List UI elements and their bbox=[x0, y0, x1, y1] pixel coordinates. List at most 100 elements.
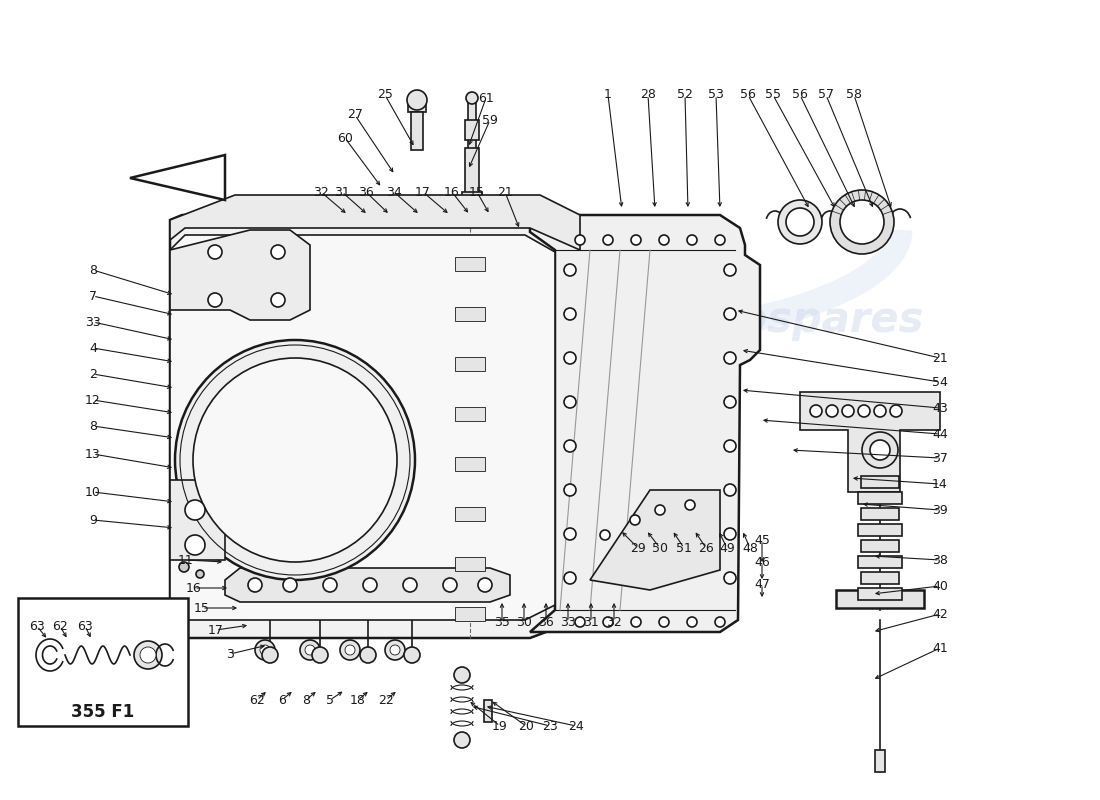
Circle shape bbox=[564, 308, 576, 320]
Bar bbox=[455, 457, 485, 471]
Text: 31: 31 bbox=[334, 186, 350, 198]
Circle shape bbox=[724, 484, 736, 496]
Bar bbox=[858, 524, 902, 536]
Circle shape bbox=[688, 617, 697, 627]
Bar bbox=[455, 507, 485, 521]
Polygon shape bbox=[170, 215, 580, 638]
Text: eurospares: eurospares bbox=[176, 299, 440, 341]
Text: 55: 55 bbox=[764, 89, 781, 102]
Circle shape bbox=[208, 245, 222, 259]
Text: 17: 17 bbox=[415, 186, 431, 198]
Circle shape bbox=[564, 440, 576, 452]
Bar bbox=[170, 480, 226, 560]
Circle shape bbox=[688, 235, 697, 245]
Bar bbox=[408, 100, 426, 112]
Text: 37: 37 bbox=[932, 451, 948, 465]
Circle shape bbox=[575, 617, 585, 627]
Polygon shape bbox=[170, 195, 580, 250]
Circle shape bbox=[564, 484, 576, 496]
Circle shape bbox=[826, 405, 838, 417]
Circle shape bbox=[185, 535, 205, 555]
Bar bbox=[858, 492, 902, 504]
Circle shape bbox=[830, 190, 894, 254]
Circle shape bbox=[283, 578, 297, 592]
Text: 13: 13 bbox=[85, 447, 101, 461]
Circle shape bbox=[179, 562, 189, 572]
Text: 36: 36 bbox=[538, 615, 554, 629]
Text: 5: 5 bbox=[326, 694, 334, 706]
Text: 54: 54 bbox=[932, 375, 948, 389]
Text: 22: 22 bbox=[378, 694, 394, 706]
Text: autospares: autospares bbox=[661, 299, 923, 341]
Bar bbox=[468, 98, 476, 153]
Circle shape bbox=[192, 358, 397, 562]
Circle shape bbox=[134, 641, 162, 669]
Text: 8: 8 bbox=[89, 263, 97, 277]
Circle shape bbox=[140, 647, 156, 663]
Text: 16: 16 bbox=[444, 186, 460, 198]
Text: 58: 58 bbox=[846, 89, 862, 102]
Text: 56: 56 bbox=[792, 89, 807, 102]
Text: 41: 41 bbox=[932, 642, 948, 654]
Circle shape bbox=[724, 308, 736, 320]
Bar bbox=[861, 572, 899, 584]
Polygon shape bbox=[226, 568, 510, 602]
Text: 15: 15 bbox=[469, 186, 485, 198]
Text: 20: 20 bbox=[518, 719, 534, 733]
Text: 33: 33 bbox=[85, 315, 101, 329]
Circle shape bbox=[185, 500, 205, 520]
Circle shape bbox=[631, 617, 641, 627]
Bar bbox=[861, 540, 899, 552]
Circle shape bbox=[260, 645, 270, 655]
Polygon shape bbox=[130, 155, 225, 200]
Text: 14: 14 bbox=[932, 478, 948, 490]
Text: 46: 46 bbox=[755, 555, 770, 569]
Circle shape bbox=[454, 667, 470, 683]
Circle shape bbox=[466, 92, 478, 104]
Circle shape bbox=[564, 396, 576, 408]
Text: 56: 56 bbox=[740, 89, 756, 102]
Circle shape bbox=[564, 572, 576, 584]
Text: 36: 36 bbox=[359, 186, 374, 198]
Circle shape bbox=[631, 235, 641, 245]
Text: 35: 35 bbox=[494, 615, 510, 629]
Circle shape bbox=[654, 505, 666, 515]
Text: 17: 17 bbox=[208, 623, 224, 637]
Circle shape bbox=[858, 405, 870, 417]
Circle shape bbox=[724, 528, 736, 540]
Circle shape bbox=[685, 500, 695, 510]
Circle shape bbox=[659, 235, 669, 245]
Circle shape bbox=[300, 640, 320, 660]
Circle shape bbox=[724, 264, 736, 276]
Text: 44: 44 bbox=[932, 427, 948, 441]
Text: 51: 51 bbox=[676, 542, 692, 554]
Circle shape bbox=[390, 645, 400, 655]
Text: 24: 24 bbox=[568, 719, 584, 733]
Text: 50: 50 bbox=[652, 542, 668, 554]
Text: 11: 11 bbox=[178, 554, 194, 566]
Bar bbox=[465, 120, 478, 140]
Circle shape bbox=[778, 200, 822, 244]
Circle shape bbox=[312, 647, 328, 663]
Text: 63: 63 bbox=[29, 619, 45, 633]
Circle shape bbox=[305, 645, 315, 655]
Text: 26: 26 bbox=[698, 542, 714, 554]
Text: 47: 47 bbox=[755, 578, 770, 590]
Circle shape bbox=[564, 352, 576, 364]
Text: 38: 38 bbox=[932, 554, 948, 566]
Circle shape bbox=[443, 578, 456, 592]
Circle shape bbox=[862, 432, 898, 468]
Text: 23: 23 bbox=[542, 719, 558, 733]
Circle shape bbox=[478, 578, 492, 592]
Circle shape bbox=[323, 578, 337, 592]
Circle shape bbox=[840, 200, 884, 244]
Circle shape bbox=[890, 405, 902, 417]
Circle shape bbox=[340, 640, 360, 660]
Circle shape bbox=[385, 640, 405, 660]
Text: 8: 8 bbox=[302, 694, 310, 706]
Polygon shape bbox=[590, 490, 720, 590]
Text: 19: 19 bbox=[492, 719, 508, 733]
Text: 21: 21 bbox=[932, 351, 948, 365]
Circle shape bbox=[363, 578, 377, 592]
Text: 32: 32 bbox=[606, 615, 621, 629]
